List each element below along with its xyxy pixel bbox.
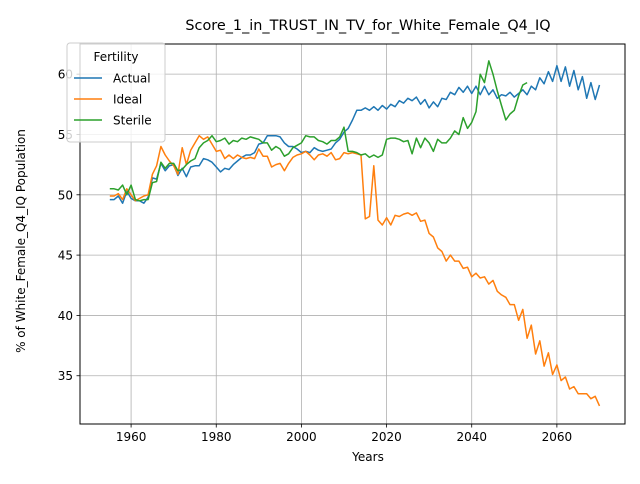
x-tick-label: 2060	[542, 430, 573, 444]
legend-box	[66, 42, 166, 143]
y-tick-label: 35	[58, 369, 73, 383]
x-tick-label: 2000	[286, 430, 317, 444]
x-tick-label: 1960	[116, 430, 147, 444]
series-lines	[109, 60, 601, 407]
y-tick-label: 45	[58, 249, 73, 263]
x-tick-label: 2040	[456, 430, 487, 444]
series-line-sterile	[109, 60, 528, 202]
plot-frame	[79, 43, 626, 425]
y-axis-label: % of White_Female_Q4_IQ Population	[14, 129, 28, 353]
legend-title: Fertility	[93, 50, 138, 64]
x-axis-label: Years	[351, 450, 384, 464]
x-tick-label: 1980	[201, 430, 232, 444]
chart-title: Score_1_in_TRUST_IN_TV_for_White_Female_…	[185, 18, 550, 34]
grid-lines	[80, 44, 625, 424]
y-tick-label: 50	[58, 188, 73, 202]
y-tick-label: 40	[58, 309, 73, 323]
series-line-actual	[109, 64, 601, 204]
legend-label-ideal: Ideal	[113, 93, 142, 107]
legend: Fertility Actual Ideal Sterile	[66, 42, 166, 143]
legend-label-sterile: Sterile	[113, 114, 152, 128]
x-tick-label: 2020	[371, 430, 402, 444]
legend-label-actual: Actual	[113, 72, 151, 86]
series-line-ideal	[109, 134, 601, 407]
